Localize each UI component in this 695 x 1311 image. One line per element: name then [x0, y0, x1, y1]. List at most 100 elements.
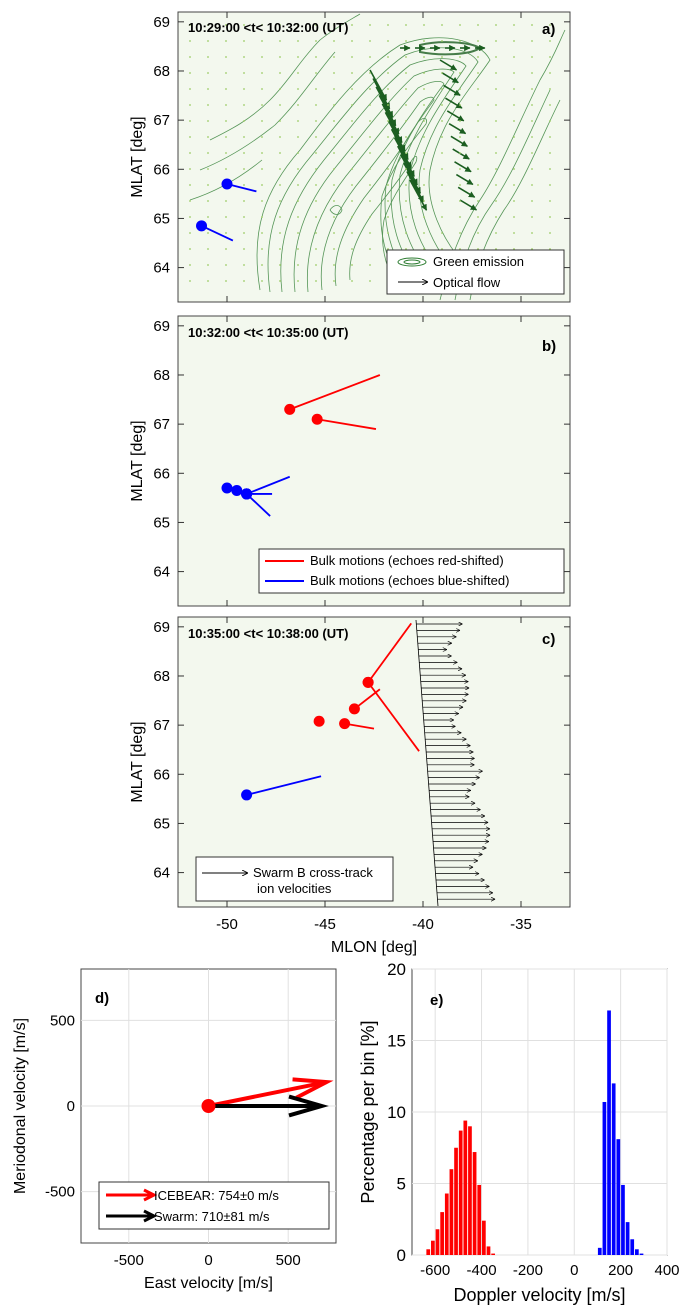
ytick-label: 67 [153, 717, 170, 734]
flow-dot [189, 136, 191, 138]
flow-dot [441, 72, 443, 74]
flow-dot [477, 72, 479, 74]
panel-d-legend: ICEBEAR: 754±0 m/s Swarm: 710±81 m/s [98, 1181, 330, 1230]
red-bar [435, 1229, 440, 1255]
arrow-head [288, 1094, 329, 1118]
flow-dot [261, 184, 263, 186]
flow-dot [531, 72, 533, 74]
red-bar [440, 1212, 444, 1255]
blue-bar [607, 1010, 611, 1255]
flow-dot [261, 168, 263, 170]
flow-dot [351, 184, 353, 186]
red-bar [491, 1253, 495, 1255]
flow-dot [207, 152, 209, 154]
flow-dot [495, 152, 497, 154]
flow-dot [531, 104, 533, 106]
flow-arrow [400, 154, 418, 186]
flow-dot [513, 152, 515, 154]
blue-point [221, 178, 233, 190]
flow-dot [297, 72, 299, 74]
flow-dot [441, 152, 443, 154]
xtick-label: -50 [216, 916, 238, 933]
flow-dot [189, 88, 191, 90]
flow-dot [405, 168, 407, 170]
blue-velocity-line [246, 475, 291, 495]
flow-dot [297, 88, 299, 90]
flow-dot [549, 40, 551, 42]
red-bar [454, 1147, 458, 1255]
flow-dot [189, 248, 191, 250]
flow-dot [279, 216, 281, 218]
flow-dot [531, 24, 533, 26]
red-bar [431, 1240, 435, 1255]
flow-arrow [445, 97, 463, 109]
flow-dot [261, 40, 263, 42]
flow-dot [207, 216, 209, 218]
flow-dot [513, 168, 515, 170]
flow-dot [225, 40, 227, 42]
flow-dot [207, 88, 209, 90]
flow-dot [369, 120, 371, 122]
flow-dot [315, 184, 317, 186]
ytick-label: 20 [387, 960, 406, 979]
flow-arrow [384, 111, 403, 144]
flow-dot [549, 248, 551, 250]
blue-velocity-line [246, 775, 322, 796]
flow-dot [351, 120, 353, 122]
flow-dot [189, 120, 191, 122]
flow-dot [315, 40, 317, 42]
flow-dot [261, 248, 263, 250]
flow-dot [387, 248, 389, 250]
red-velocity-line [367, 681, 420, 752]
flow-dot [477, 216, 479, 218]
flow-arrow [439, 59, 458, 71]
flow-dot [459, 248, 461, 250]
flow-dot [351, 104, 353, 106]
flow-dot [279, 104, 281, 106]
flow-dot [351, 152, 353, 154]
flow-dot [495, 216, 497, 218]
flow-dot [477, 88, 479, 90]
ytick-label: 68 [153, 367, 170, 384]
flow-dot [351, 264, 353, 266]
flow-dot [477, 120, 479, 122]
flow-dot [387, 216, 389, 218]
panel-a-time-label: 10:29:00 <t< 10:32:00 (UT) [188, 20, 348, 35]
flow-dot [441, 216, 443, 218]
optical-flow-arrows [189, 24, 551, 282]
flow-dot [189, 280, 191, 282]
flow-dot [243, 184, 245, 186]
flow-arrow [406, 171, 425, 203]
flow-dot [333, 280, 335, 282]
flow-dot [387, 56, 389, 58]
flow-dot [477, 136, 479, 138]
flow-dot [243, 216, 245, 218]
flow-dot [441, 40, 443, 42]
flow-dot [369, 200, 371, 202]
flow-dot [459, 24, 461, 26]
flow-dot [513, 136, 515, 138]
ytick-label: 69 [153, 14, 170, 31]
red-bar [449, 1169, 454, 1255]
xtick-label: -500 [114, 1252, 144, 1269]
flow-dot [513, 56, 515, 58]
flow-dot [459, 56, 461, 58]
flow-dot [441, 184, 443, 186]
flow-dot [459, 40, 461, 42]
flow-arrow [375, 86, 394, 118]
red-bar [426, 1249, 431, 1255]
xtick-label: -200 [513, 1262, 543, 1279]
red-bar [468, 1126, 472, 1255]
flow-dot [387, 200, 389, 202]
flow-dot [279, 136, 281, 138]
flow-dot [423, 120, 425, 122]
flow-dot [387, 120, 389, 122]
flow-dot [477, 56, 479, 58]
flow-dot [477, 232, 479, 234]
flow-dot [405, 136, 407, 138]
flow-dot [369, 168, 371, 170]
flow-dot [243, 72, 245, 74]
flow-dot [441, 56, 443, 58]
flow-dot [225, 264, 227, 266]
flow-dot [477, 248, 479, 250]
